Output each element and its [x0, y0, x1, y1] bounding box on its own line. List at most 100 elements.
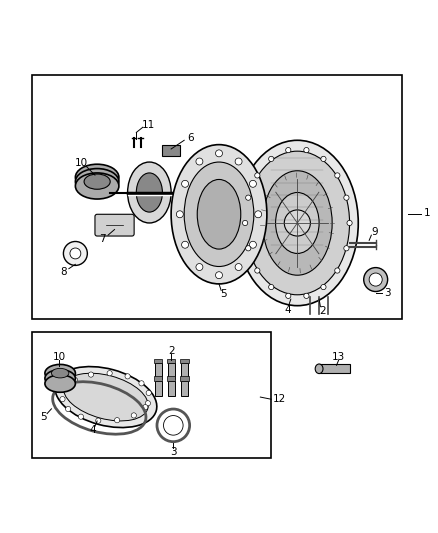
Circle shape — [304, 293, 309, 298]
Ellipse shape — [184, 162, 254, 266]
Ellipse shape — [171, 144, 267, 284]
Bar — [32, 75, 402, 319]
Text: 6: 6 — [187, 133, 194, 143]
Ellipse shape — [364, 268, 388, 292]
Ellipse shape — [75, 173, 119, 199]
Text: 9: 9 — [371, 227, 378, 237]
Ellipse shape — [197, 180, 241, 249]
Ellipse shape — [45, 375, 75, 392]
Bar — [168, 381, 175, 396]
Text: 8: 8 — [60, 267, 67, 277]
Ellipse shape — [245, 151, 350, 295]
Circle shape — [347, 220, 352, 225]
Ellipse shape — [51, 368, 69, 378]
Circle shape — [88, 372, 94, 377]
Bar — [180, 359, 188, 363]
Circle shape — [196, 158, 203, 165]
Circle shape — [249, 180, 256, 187]
Bar — [162, 144, 180, 156]
Text: 13: 13 — [332, 352, 345, 361]
Circle shape — [286, 148, 291, 153]
Circle shape — [246, 195, 251, 200]
Circle shape — [143, 405, 148, 410]
Text: 3: 3 — [170, 447, 177, 457]
Bar — [180, 376, 188, 381]
Circle shape — [215, 272, 223, 279]
Bar — [155, 381, 162, 396]
Text: 4: 4 — [89, 425, 96, 435]
Ellipse shape — [163, 416, 183, 435]
Ellipse shape — [262, 171, 332, 275]
Circle shape — [284, 210, 311, 236]
Bar — [319, 364, 350, 373]
Circle shape — [344, 246, 349, 251]
Circle shape — [114, 417, 120, 423]
Text: 2: 2 — [319, 306, 326, 316]
Bar — [32, 332, 271, 458]
Ellipse shape — [136, 173, 162, 212]
Circle shape — [235, 263, 242, 271]
Text: 3: 3 — [385, 288, 391, 297]
Circle shape — [145, 401, 151, 406]
Text: 11: 11 — [142, 120, 155, 131]
Circle shape — [255, 173, 260, 178]
Circle shape — [60, 397, 65, 402]
Ellipse shape — [64, 373, 148, 421]
Circle shape — [78, 414, 84, 419]
Text: 4: 4 — [284, 305, 291, 315]
Ellipse shape — [45, 370, 75, 387]
Ellipse shape — [75, 168, 119, 195]
Circle shape — [243, 220, 248, 225]
Circle shape — [107, 370, 112, 376]
Circle shape — [304, 148, 309, 153]
Circle shape — [268, 285, 274, 289]
Circle shape — [182, 241, 189, 248]
Circle shape — [131, 413, 136, 418]
Text: 1: 1 — [424, 208, 431, 219]
Ellipse shape — [70, 248, 81, 259]
Bar — [168, 363, 175, 379]
Bar — [167, 376, 176, 381]
Circle shape — [146, 390, 151, 395]
Bar — [155, 363, 162, 379]
Circle shape — [249, 241, 256, 248]
Circle shape — [177, 211, 184, 218]
Ellipse shape — [84, 174, 110, 189]
Ellipse shape — [45, 365, 75, 382]
Bar — [154, 376, 162, 381]
Ellipse shape — [75, 164, 119, 190]
Circle shape — [255, 268, 260, 273]
Text: 5: 5 — [40, 412, 47, 422]
Circle shape — [235, 158, 242, 165]
Circle shape — [72, 377, 78, 383]
Circle shape — [62, 386, 67, 392]
Ellipse shape — [237, 140, 358, 305]
Bar — [154, 359, 162, 363]
Ellipse shape — [276, 192, 319, 254]
Circle shape — [182, 180, 189, 187]
Circle shape — [335, 173, 340, 178]
Text: 12: 12 — [272, 394, 286, 404]
Bar — [181, 363, 187, 379]
Bar — [167, 359, 176, 363]
Ellipse shape — [55, 367, 157, 427]
Circle shape — [246, 246, 251, 251]
Text: 10: 10 — [53, 352, 66, 362]
Text: 5: 5 — [220, 289, 226, 299]
Circle shape — [125, 374, 130, 379]
Circle shape — [95, 418, 101, 423]
Circle shape — [215, 150, 223, 157]
Ellipse shape — [369, 273, 382, 286]
Circle shape — [321, 156, 326, 161]
Circle shape — [66, 407, 71, 411]
Ellipse shape — [64, 241, 87, 265]
Ellipse shape — [127, 162, 171, 223]
Bar — [181, 381, 187, 396]
Circle shape — [286, 293, 291, 298]
Text: 10: 10 — [74, 158, 88, 168]
Ellipse shape — [315, 364, 323, 374]
Circle shape — [254, 211, 261, 218]
Text: 7: 7 — [99, 234, 106, 244]
Circle shape — [344, 195, 349, 200]
Circle shape — [321, 285, 326, 289]
